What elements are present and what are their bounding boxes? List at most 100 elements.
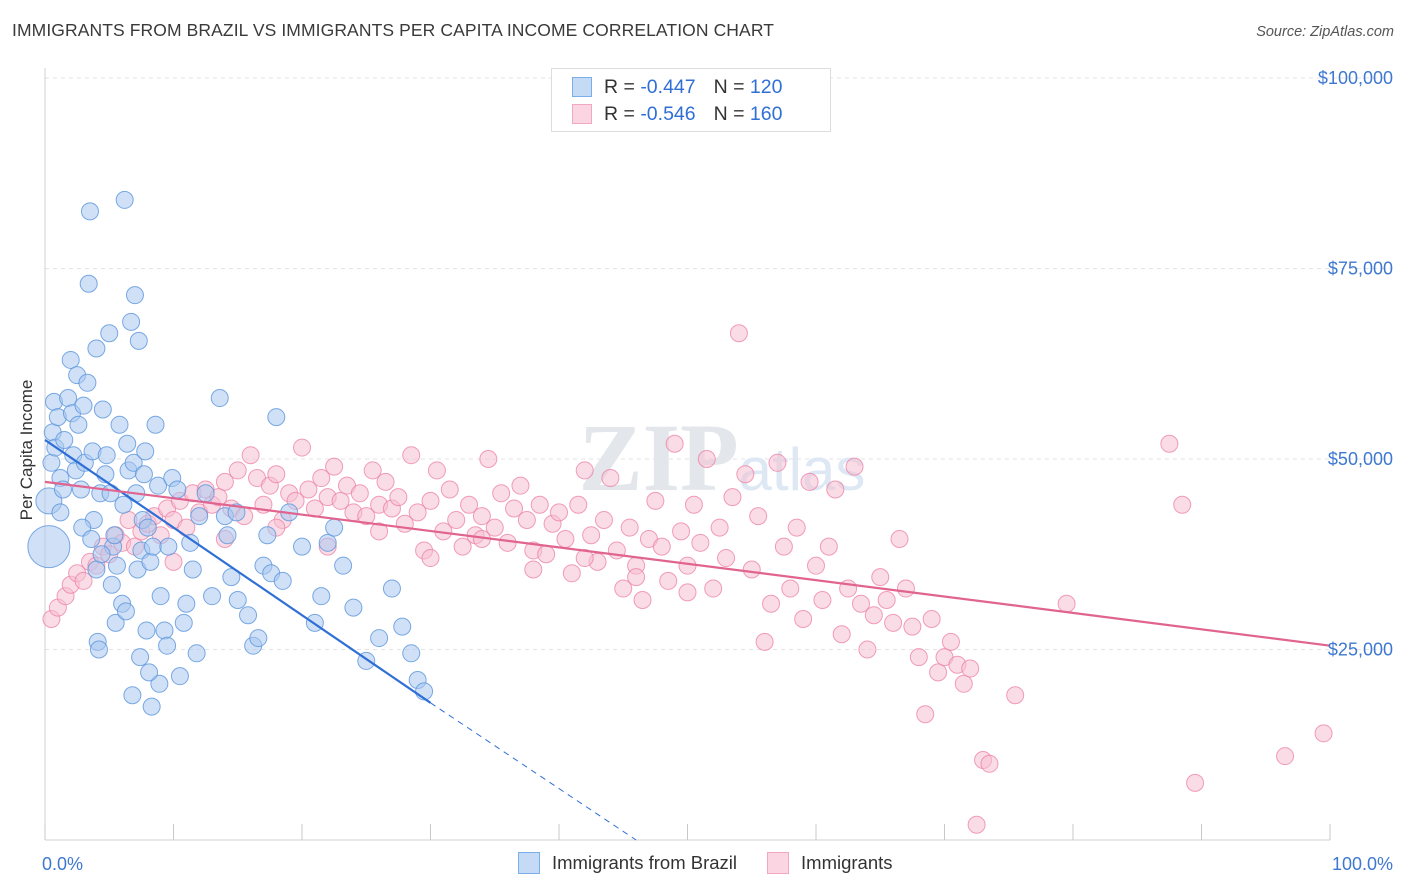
immigrants-point (646, 491, 665, 510)
immigrants-point (562, 564, 581, 583)
brazil-point (118, 434, 137, 453)
legend-r-label: R = (604, 102, 635, 125)
brazil-point (122, 312, 141, 331)
immigrants-point (601, 469, 620, 488)
immigrants-point (1160, 434, 1179, 453)
immigrants-point (421, 549, 440, 568)
legend-swatch-brazil (572, 77, 592, 97)
brazil-point (344, 598, 363, 617)
brazil-point (55, 430, 74, 449)
immigrants-point (376, 472, 395, 491)
brazil-point (105, 526, 124, 545)
immigrants-point (851, 594, 870, 613)
brazil-point (134, 465, 153, 484)
brazil-point (102, 575, 121, 594)
brazil-point (93, 400, 112, 419)
immigrants-point (871, 568, 890, 587)
immigrants-point (1186, 773, 1205, 792)
brazil-point (218, 526, 237, 545)
immigrants-point (485, 518, 504, 537)
legend-row-brazil: R = -0.447 N = 120 (572, 75, 782, 99)
immigrants-point (729, 324, 748, 343)
brazil-point (210, 389, 229, 408)
immigrants-point (614, 579, 633, 598)
series-legend-label-brazil: Immigrants from Brazil (552, 852, 738, 873)
chart-title: IMMIGRANTS FROM BRAZIL VS IMMIGRANTS PER… (12, 20, 775, 40)
immigrants-point (800, 472, 819, 491)
immigrants-point (627, 568, 646, 587)
series-legend-swatch-immigrants (767, 852, 790, 874)
immigrants-point (530, 495, 549, 514)
immigrants-point (652, 537, 671, 556)
immigrants-point (691, 533, 710, 552)
immigrants-point (678, 556, 697, 575)
immigrants-point (402, 446, 421, 465)
watermark: ZIPatlas (579, 404, 866, 511)
immigrants-point (941, 632, 960, 651)
brazil-point (78, 373, 97, 392)
immigrants-point (1006, 686, 1025, 705)
brazil-point (87, 560, 106, 579)
y-axis-label-wrap: Per Capita Income (12, 300, 42, 600)
immigrants-point (363, 461, 382, 480)
brazil-point (183, 560, 202, 579)
immigrants-point (427, 461, 446, 480)
immigrants-point (710, 518, 729, 537)
immigrants-trendline (44, 480, 1331, 647)
brazil-point (87, 339, 106, 358)
immigrants-point (903, 617, 922, 636)
brazil-point (92, 545, 111, 564)
immigrants-point (440, 480, 459, 499)
immigrants-point (74, 571, 93, 590)
immigrants-point (1276, 747, 1295, 766)
immigrants-point (922, 610, 941, 629)
brazil-point (196, 484, 215, 503)
series-legend: Immigrants from Brazil Immigrants (518, 852, 893, 874)
immigrants-point (768, 453, 787, 472)
brazil-point (228, 590, 247, 609)
immigrants-point (896, 579, 915, 598)
y-tick-label: $50,000 (1328, 449, 1393, 469)
immigrants-point (807, 556, 825, 575)
brazil-point (51, 503, 70, 522)
immigrants-point (787, 518, 806, 537)
immigrants-point (299, 480, 318, 499)
immigrants-point (742, 560, 761, 579)
brazil-point (393, 617, 412, 636)
y-axis-label: Per Capita Income (17, 379, 36, 521)
brazil-point (158, 636, 177, 655)
immigrants-point (228, 461, 247, 480)
x-tick-label: 0.0% (42, 854, 83, 874)
brazil-point (136, 442, 155, 461)
immigrants-point (241, 446, 260, 465)
brazil-point (177, 594, 196, 613)
brazil-point (155, 621, 174, 640)
immigrants-point (678, 583, 697, 602)
immigrants-point (961, 659, 980, 678)
immigrants-point (736, 465, 755, 484)
immigrants-point (511, 476, 530, 495)
brazil-point (170, 667, 189, 686)
immigrants-point (749, 507, 768, 526)
immigrants-point (524, 560, 543, 579)
brazil-point (110, 415, 129, 434)
immigrants-point (472, 507, 491, 526)
immigrants-point (408, 503, 427, 522)
brazil-point (203, 587, 222, 606)
brazil-point (382, 579, 401, 598)
brazil-point (107, 556, 126, 575)
chart-source: Source: ZipAtlas.com (1256, 24, 1394, 40)
immigrants-point (980, 754, 999, 773)
immigrants-point (755, 632, 774, 651)
correlation-legend: R = -0.447 N = 120 R = -0.546 N = 160 (551, 68, 831, 132)
brazil-point (370, 629, 389, 648)
brazil-point (89, 640, 108, 659)
immigrants-point (684, 495, 703, 514)
brazil-point (125, 286, 144, 305)
series-legend-swatch-brazil (518, 852, 540, 874)
brazil-point (82, 530, 101, 549)
immigrants-point (762, 594, 781, 613)
brazil-point (69, 415, 88, 434)
immigrants-point (620, 518, 639, 537)
legend-swatch-immigrants (572, 104, 592, 124)
